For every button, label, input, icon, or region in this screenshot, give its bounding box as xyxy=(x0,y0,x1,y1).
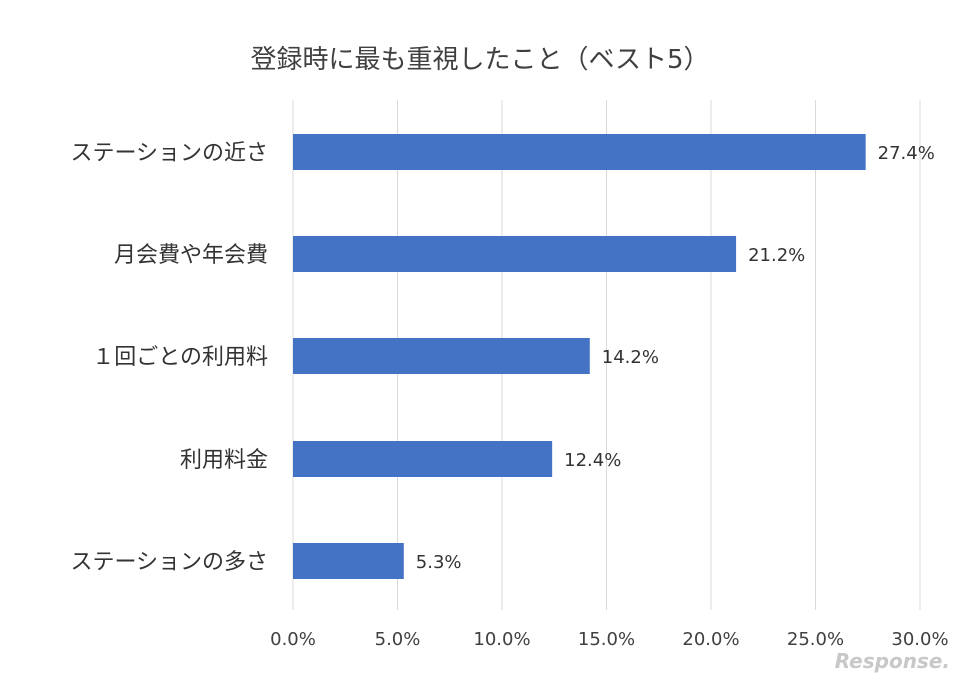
bar xyxy=(293,134,866,170)
x-axis-tick-labels: 0.0% 5.0% 10.0% 15.0% 20.0% 25.0% 30.0% xyxy=(270,629,948,650)
bar xyxy=(293,338,590,374)
x-tick-label: 30.0% xyxy=(891,629,948,650)
bar xyxy=(293,236,737,272)
category-label: ステーションの近さ xyxy=(70,141,268,166)
x-tick-label: 20.0% xyxy=(682,629,739,650)
data-label: 12.4% xyxy=(564,450,621,471)
category-label: 月会費や年会費 xyxy=(114,243,268,268)
bar xyxy=(293,441,553,477)
data-label: 21.2% xyxy=(748,245,805,266)
data-label: 14.2% xyxy=(602,347,659,368)
category-label: １回ごとの利用料 xyxy=(92,345,268,370)
x-tick-label: 25.0% xyxy=(787,629,844,650)
chart-title: 登録時に最も重視したこと（ベスト5） xyxy=(250,45,709,75)
category-label: ステーションの多さ xyxy=(70,550,268,575)
watermark: Response. xyxy=(835,649,950,673)
x-tick-label: 0.0% xyxy=(270,629,316,650)
data-label: 27.4% xyxy=(878,143,935,164)
bar xyxy=(293,543,404,579)
data-label: 5.3% xyxy=(416,552,462,573)
category-label: 利用料金 xyxy=(180,448,268,473)
x-tick-label: 5.0% xyxy=(375,629,421,650)
x-tick-label: 15.0% xyxy=(578,629,635,650)
bars xyxy=(293,134,866,579)
data-labels: 27.4% 21.2% 14.2% 12.4% 5.3% xyxy=(416,143,935,573)
x-tick-label: 10.0% xyxy=(473,629,530,650)
